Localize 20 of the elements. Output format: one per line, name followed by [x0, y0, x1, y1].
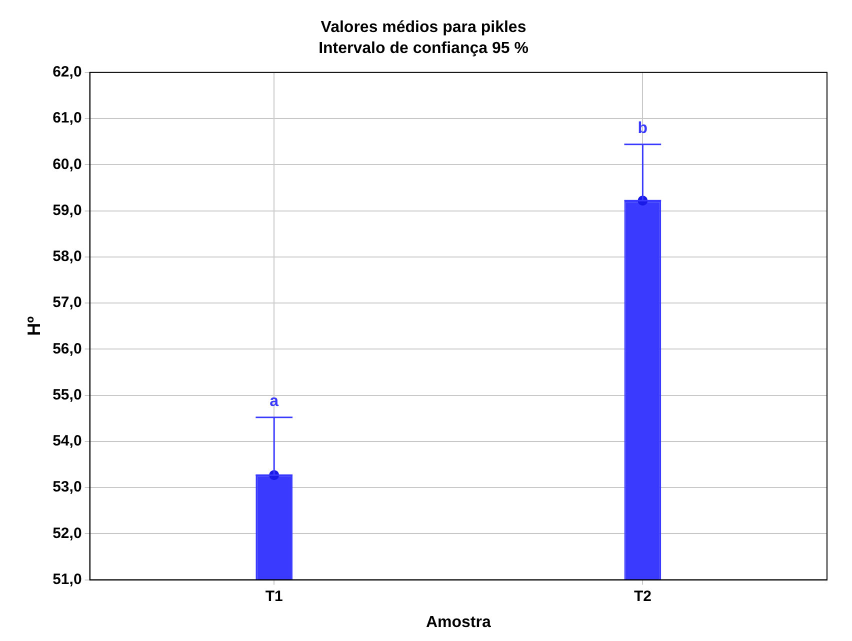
chart-subtitle: Intervalo de confiança 95 % — [318, 40, 528, 58]
y-tick-label: 56,0 — [52, 340, 82, 358]
y-tick-label: 52,0 — [52, 524, 82, 542]
annotation: a — [270, 392, 279, 410]
x-tick-label: T2 — [634, 588, 652, 605]
y-tick-label: 62,0 — [52, 64, 82, 81]
y-tick-label: 59,0 — [52, 202, 82, 219]
annotation: b — [638, 120, 648, 137]
y-tick-label: 61,0 — [52, 110, 82, 127]
chart-title: Valores médios para pikles — [320, 19, 526, 36]
y-tick-label: 53,0 — [52, 478, 82, 496]
x-tick-label: T1 — [265, 588, 283, 605]
y-tick-label: 54,0 — [52, 432, 82, 450]
x-axis-title: Amostra — [426, 614, 491, 631]
y-axis-title: Hº — [24, 316, 44, 336]
y-tick-label: 51,0 — [52, 570, 82, 588]
y-tick-label: 58,0 — [52, 248, 82, 266]
y-tick-label: 60,0 — [52, 156, 82, 173]
y-tick-label: 55,0 — [52, 386, 82, 404]
y-tick-label: 57,0 — [52, 294, 82, 312]
